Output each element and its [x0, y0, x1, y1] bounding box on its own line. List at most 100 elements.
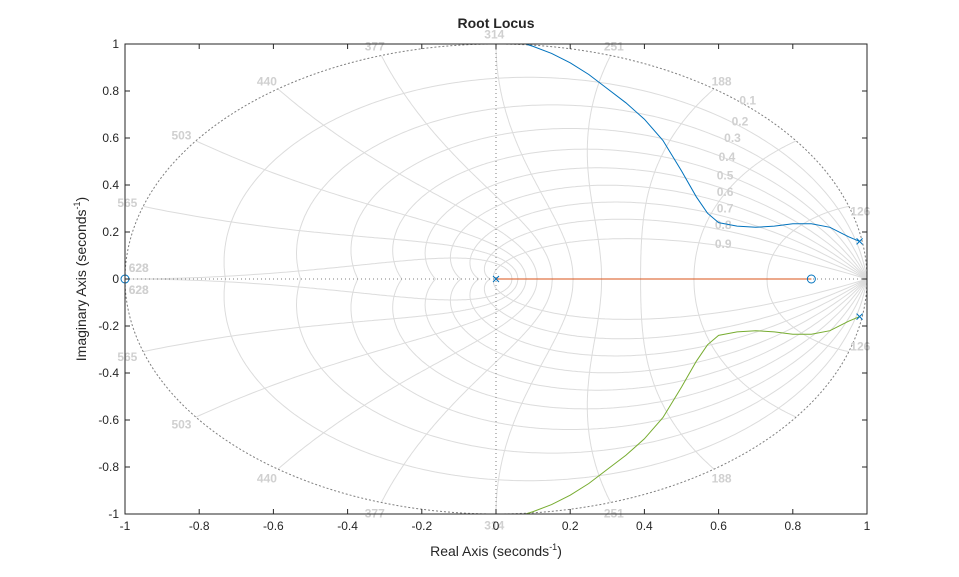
- damping-line-7-lower: [483, 278, 867, 340]
- damping-label-7: 0.8: [715, 218, 732, 232]
- pole-marker-1: [856, 238, 863, 245]
- y-tick-label-9: 0.8: [102, 84, 119, 98]
- y-tick-label-7: 0.4: [102, 178, 119, 192]
- damping-line-5-upper: [449, 184, 867, 280]
- x-axis-label-exponent: -1: [549, 542, 557, 552]
- frequency-label-lower-5: 314: [484, 518, 504, 532]
- frequency-curve-5-lower: [495, 278, 574, 514]
- frequency-label-lower-4: 377: [365, 506, 385, 520]
- frequency-label-upper-5: 314: [484, 28, 504, 42]
- frequency-label-lower-9: 628: [129, 283, 149, 297]
- chart-title: Root Locus: [458, 15, 535, 31]
- damping-line-4-upper: [424, 167, 867, 280]
- frequency-label-upper-7: 188: [712, 75, 732, 89]
- pole-marker-3: [492, 275, 500, 283]
- frequency-label-lower-0: 628: [129, 283, 149, 297]
- frequency-curve-1-lower: [766, 278, 849, 353]
- frequency-label-upper-3: 440: [257, 74, 277, 88]
- damping-label-2: 0.3: [724, 131, 741, 145]
- damping-line-2-upper: [350, 128, 867, 280]
- frequency-curve-3-upper: [640, 88, 715, 279]
- y-tick-label-0: -1: [108, 507, 119, 521]
- x-tick-label-7: 0.4: [636, 519, 653, 533]
- y-tick-label-1: -0.8: [98, 460, 119, 474]
- damping-label-3: 0.4: [719, 150, 736, 164]
- frequency-label-lower-1: 565: [117, 350, 137, 364]
- y-tick-label-3: -0.4: [98, 366, 119, 380]
- damping-line-1-upper: [296, 104, 867, 280]
- frequency-curve-2-lower: [693, 278, 797, 418]
- x-tick-label-5: 0: [493, 519, 500, 533]
- frequency-curve-9-upper: [143, 205, 519, 280]
- damping-label-0: 0.1: [739, 93, 756, 107]
- frequency-label-upper-1: 565: [117, 196, 137, 210]
- frequency-label-upper-8: 126: [850, 205, 870, 219]
- frequency-curve-6-lower: [380, 278, 553, 503]
- damping-line-0-upper: [223, 76, 867, 280]
- damping-label-5: 0.6: [717, 185, 734, 199]
- y-tick-label-10: 1: [112, 37, 119, 51]
- y-tick-label-5: 0: [112, 272, 119, 286]
- frequency-curve-4-lower: [586, 278, 612, 503]
- frequency-curve-4-upper: [586, 55, 612, 280]
- y-axis-label-close: ): [73, 197, 89, 202]
- axis-ticks: [124, 43, 868, 515]
- frequency-label-upper-4: 377: [365, 40, 385, 54]
- frequency-curve-7-upper: [277, 88, 538, 280]
- damping-label-4: 0.5: [717, 169, 734, 183]
- damping-label-1: 0.2: [732, 115, 749, 129]
- x-axis-label: Real Axis (seconds-1): [430, 542, 562, 559]
- frequency-label-lower-3: 440: [257, 472, 277, 486]
- frequency-label-lower-8: 126: [850, 339, 870, 353]
- locus-branch-1: [525, 44, 860, 242]
- damping-line-0-lower: [223, 278, 867, 482]
- x-tick-label-8: 0.6: [710, 519, 727, 533]
- x-tick-label-1: -0.8: [189, 519, 210, 533]
- frequency-curve-5-upper: [495, 44, 574, 280]
- locus-branches: [496, 44, 860, 514]
- frequency-curve-10-upper: [125, 257, 513, 280]
- y-tick-label-6: 0.2: [102, 225, 119, 239]
- frequency-curve-8-lower: [195, 278, 527, 418]
- damping-line-2-lower: [350, 278, 867, 430]
- zgrid-labels: 0.1 0.2 0.3 0.4 0.5 0.6 0.7 0.8 0.9 628 628 565 565 5…: [117, 28, 870, 533]
- damping-label-8: 0.9: [715, 237, 732, 251]
- frequency-label-upper-0: 628: [129, 261, 149, 275]
- x-tick-label-2: -0.6: [263, 519, 284, 533]
- frequency-label-upper-2: 503: [171, 129, 191, 143]
- damping-line-5-lower: [449, 278, 867, 374]
- tick-labels: -1 -0.8 -0.6 -0.4 -0.2 0 0.2 0.4 0.6 0.8 1 -1 -0.8 -0…: [98, 37, 870, 533]
- y-tick-label-8: 0.6: [102, 131, 119, 145]
- x-tick-label-10: 1: [864, 519, 871, 533]
- damping-label-6: 0.7: [717, 202, 734, 216]
- y-tick-label-2: -0.6: [98, 413, 119, 427]
- frequency-curve-3-lower: [640, 279, 715, 470]
- x-tick-label-3: -0.4: [337, 519, 358, 533]
- x-tick-label-6: 0.2: [562, 519, 579, 533]
- x-tick-label-4: -0.2: [411, 519, 432, 533]
- frequency-label-upper-9: 628: [129, 261, 149, 275]
- frequency-label-upper-6: 251: [604, 40, 624, 54]
- damping-line-7-upper: [483, 218, 867, 280]
- frequency-curve-10-lower: [125, 278, 513, 301]
- x-tick-label-9: 0.8: [784, 519, 801, 533]
- frequency-curve-2-upper: [693, 140, 797, 280]
- frequency-curve-7-lower: [277, 278, 538, 470]
- x-axis-label-text: Real Axis (seconds: [430, 543, 549, 559]
- frequency-curve-1-upper: [766, 205, 849, 280]
- y-tick-label-4: -0.2: [98, 319, 119, 333]
- frequency-label-lower-7: 188: [712, 471, 732, 485]
- frequency-label-lower-2: 503: [171, 417, 191, 431]
- y-axis-label-text: Imaginary Axis (seconds: [73, 209, 89, 361]
- y-axis-label-exponent: -1: [72, 201, 82, 209]
- x-axis-label-close: ): [557, 543, 562, 559]
- frequency-curve-6-upper: [380, 55, 553, 280]
- damping-line-3-upper: [392, 148, 867, 280]
- y-axis-label: Imaginary Axis (seconds-1): [72, 197, 89, 361]
- pole-marker-2: [856, 313, 863, 320]
- frequency-label-lower-6: 251: [604, 506, 624, 520]
- zero-marker-2: [806, 274, 816, 284]
- locus-branch-3: [525, 316, 860, 514]
- frequency-curve-8-upper: [195, 140, 527, 280]
